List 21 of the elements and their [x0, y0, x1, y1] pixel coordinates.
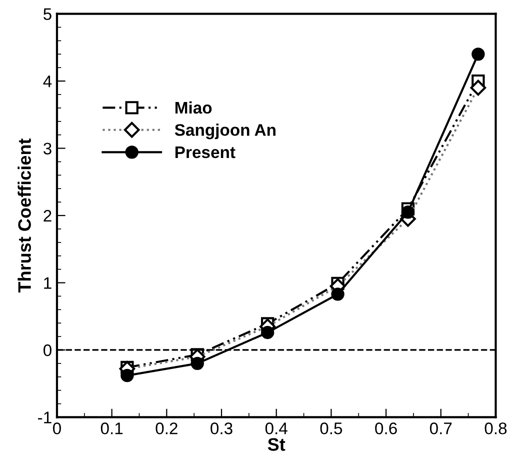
- legend-label: Present: [175, 146, 236, 158]
- y-tick-label: -1: [38, 412, 52, 424]
- x-tick-label: 0.3: [210, 422, 232, 434]
- x-tick-label: 0.5: [320, 422, 342, 434]
- x-tick-label: 0.4: [265, 422, 288, 434]
- y-tick-label: 2: [44, 210, 52, 222]
- x-tick-label: 0.8: [484, 422, 507, 434]
- y-axis-title: Thrust Coefficient: [18, 138, 31, 293]
- x-tick-label: 0.2: [156, 422, 178, 434]
- x-tick-label: 0.6: [375, 422, 397, 434]
- x-tick-label: 0.1: [100, 422, 123, 434]
- x-tick-label: 0: [52, 422, 61, 434]
- x-tick-label: 0.7: [430, 422, 452, 434]
- legend-label: Miao: [175, 101, 212, 114]
- y-tick-label: 1: [44, 277, 52, 289]
- legend-label: Sangjoon An: [174, 124, 276, 140]
- y-tick-label: 0: [44, 344, 52, 356]
- y-tick-label: 5: [44, 8, 52, 20]
- y-tick-label: 4: [43, 76, 52, 88]
- y-tick-label: 3: [43, 142, 52, 154]
- x-axis-title: St: [268, 438, 286, 451]
